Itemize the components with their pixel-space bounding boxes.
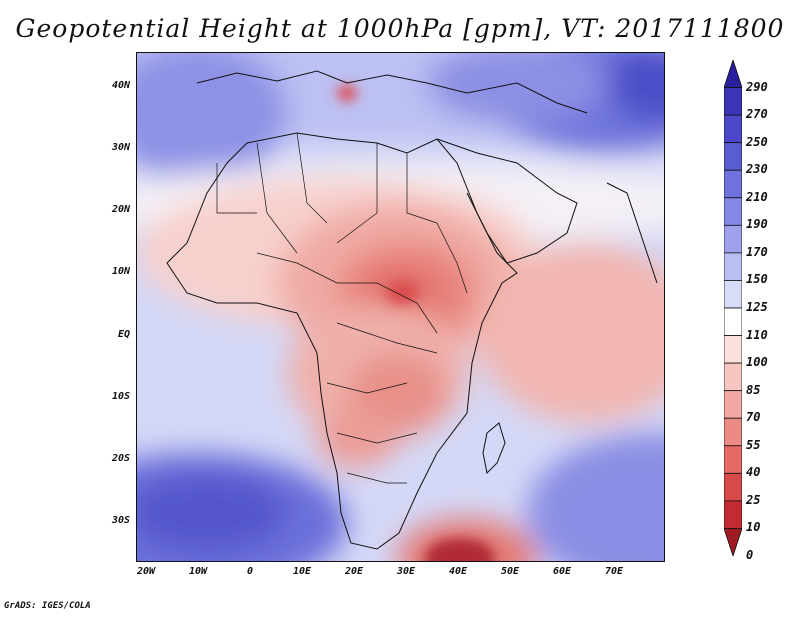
lon-label: 0 (246, 566, 254, 577)
colorbar-label: 70 (746, 410, 761, 425)
lon-label: 30E (396, 566, 416, 577)
colorbar-label: 55 (746, 437, 761, 452)
colorbar-swatch (724, 197, 742, 226)
lat-label: 10S (111, 391, 130, 402)
colorbar-label: 85 (746, 382, 761, 397)
colorbar-swatch (724, 252, 742, 281)
colorbar-swatch (724, 445, 742, 474)
coastlines (166, 70, 658, 550)
colorbar-label: 190 (746, 217, 768, 232)
lat-label: 30N (111, 142, 130, 153)
geopotential-map (137, 53, 664, 561)
colorbar (724, 60, 742, 556)
colorbar-label: 40 (746, 465, 761, 480)
footer-credit: GrADS: IGES/COLA (4, 601, 91, 611)
low-centers (337, 85, 495, 561)
colorbar-swatch (724, 307, 742, 336)
map-title: Geopotential Height at 1000hPa [gpm], VT… (15, 14, 785, 43)
colorbar-swatch (724, 362, 742, 392)
colorbar-swatch (724, 142, 742, 171)
colorbar-label: 25 (746, 492, 761, 507)
colorbar-label: 10 (746, 520, 761, 535)
colorbar-label: 125 (746, 300, 768, 314)
lat-label: 30S (111, 515, 130, 526)
lat-label: 20N (111, 204, 130, 215)
colorbar-label: 110 (746, 327, 768, 342)
colorbar-swatch (724, 390, 742, 419)
lon-label: 20E (344, 566, 364, 577)
lon-label: 20W (136, 566, 156, 577)
lon-label: 10W (188, 566, 208, 577)
lat-label: EQ (117, 329, 130, 340)
colorbar-label: 230 (746, 162, 768, 177)
colorbar-swatch (724, 417, 742, 447)
height-field (137, 53, 664, 561)
colorbar-label: 270 (746, 107, 768, 122)
colorbar-swatch (724, 60, 742, 88)
colorbar-label: 150 (746, 272, 768, 287)
colorbar-label: 100 (746, 355, 768, 370)
colorbar-swatch (724, 528, 742, 556)
lon-label: 50E (500, 566, 520, 577)
colorbar-label: 170 (746, 244, 768, 259)
colorbar-label: 0 (746, 548, 754, 562)
lon-label: 10E (292, 566, 312, 577)
colorbar-swatch (724, 224, 742, 254)
colorbar-swatch (724, 472, 742, 502)
map-panel (136, 52, 665, 562)
colorbar-label: 250 (746, 134, 768, 149)
lon-label: 70E (604, 566, 624, 577)
colorbar-label: 290 (746, 79, 768, 94)
colorbar-swatch (724, 280, 742, 309)
colorbar-swatch (724, 114, 742, 144)
lat-label: 40N (111, 80, 130, 91)
country-borders (216, 132, 468, 484)
colorbar-swatch (724, 87, 742, 116)
colorbar-swatch (724, 500, 742, 529)
colorbar-swatch (724, 169, 742, 199)
lon-label: 40E (448, 566, 468, 577)
lat-label: 20S (111, 453, 130, 464)
colorbar-swatch (724, 335, 742, 364)
colorbar-label: 210 (746, 189, 768, 204)
lat-label: 10N (111, 266, 130, 277)
lon-label: 60E (552, 566, 572, 577)
